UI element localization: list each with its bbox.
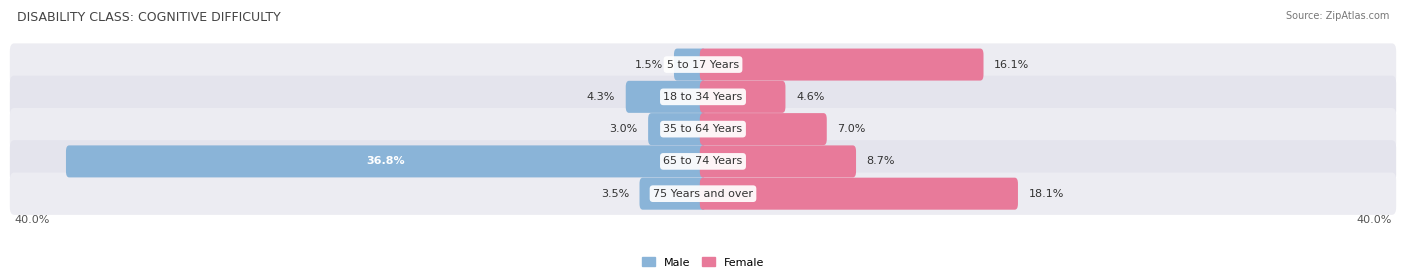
FancyBboxPatch shape <box>10 108 1396 150</box>
Text: 40.0%: 40.0% <box>14 215 49 225</box>
FancyBboxPatch shape <box>626 81 706 113</box>
Text: 3.5%: 3.5% <box>600 189 628 199</box>
Text: Source: ZipAtlas.com: Source: ZipAtlas.com <box>1285 11 1389 21</box>
Text: 1.5%: 1.5% <box>636 59 664 70</box>
Text: 5 to 17 Years: 5 to 17 Years <box>666 59 740 70</box>
Text: 7.0%: 7.0% <box>838 124 866 134</box>
Legend: Male, Female: Male, Female <box>637 253 769 269</box>
FancyBboxPatch shape <box>700 48 984 81</box>
FancyBboxPatch shape <box>10 76 1396 118</box>
Text: 40.0%: 40.0% <box>1357 215 1392 225</box>
FancyBboxPatch shape <box>700 113 827 145</box>
Text: 18.1%: 18.1% <box>1029 189 1064 199</box>
Text: 16.1%: 16.1% <box>994 59 1029 70</box>
Text: 36.8%: 36.8% <box>367 156 405 167</box>
Text: 4.3%: 4.3% <box>586 92 616 102</box>
FancyBboxPatch shape <box>640 178 706 210</box>
Text: 18 to 34 Years: 18 to 34 Years <box>664 92 742 102</box>
Text: 4.6%: 4.6% <box>796 92 824 102</box>
Text: 3.0%: 3.0% <box>609 124 637 134</box>
FancyBboxPatch shape <box>10 172 1396 215</box>
FancyBboxPatch shape <box>700 178 1018 210</box>
Text: 65 to 74 Years: 65 to 74 Years <box>664 156 742 167</box>
FancyBboxPatch shape <box>673 48 706 81</box>
FancyBboxPatch shape <box>700 81 786 113</box>
Text: DISABILITY CLASS: COGNITIVE DIFFICULTY: DISABILITY CLASS: COGNITIVE DIFFICULTY <box>17 11 281 24</box>
Text: 8.7%: 8.7% <box>866 156 896 167</box>
FancyBboxPatch shape <box>10 140 1396 183</box>
FancyBboxPatch shape <box>66 145 706 178</box>
FancyBboxPatch shape <box>648 113 706 145</box>
FancyBboxPatch shape <box>700 145 856 178</box>
Text: 35 to 64 Years: 35 to 64 Years <box>664 124 742 134</box>
Text: 75 Years and over: 75 Years and over <box>652 189 754 199</box>
FancyBboxPatch shape <box>10 43 1396 86</box>
